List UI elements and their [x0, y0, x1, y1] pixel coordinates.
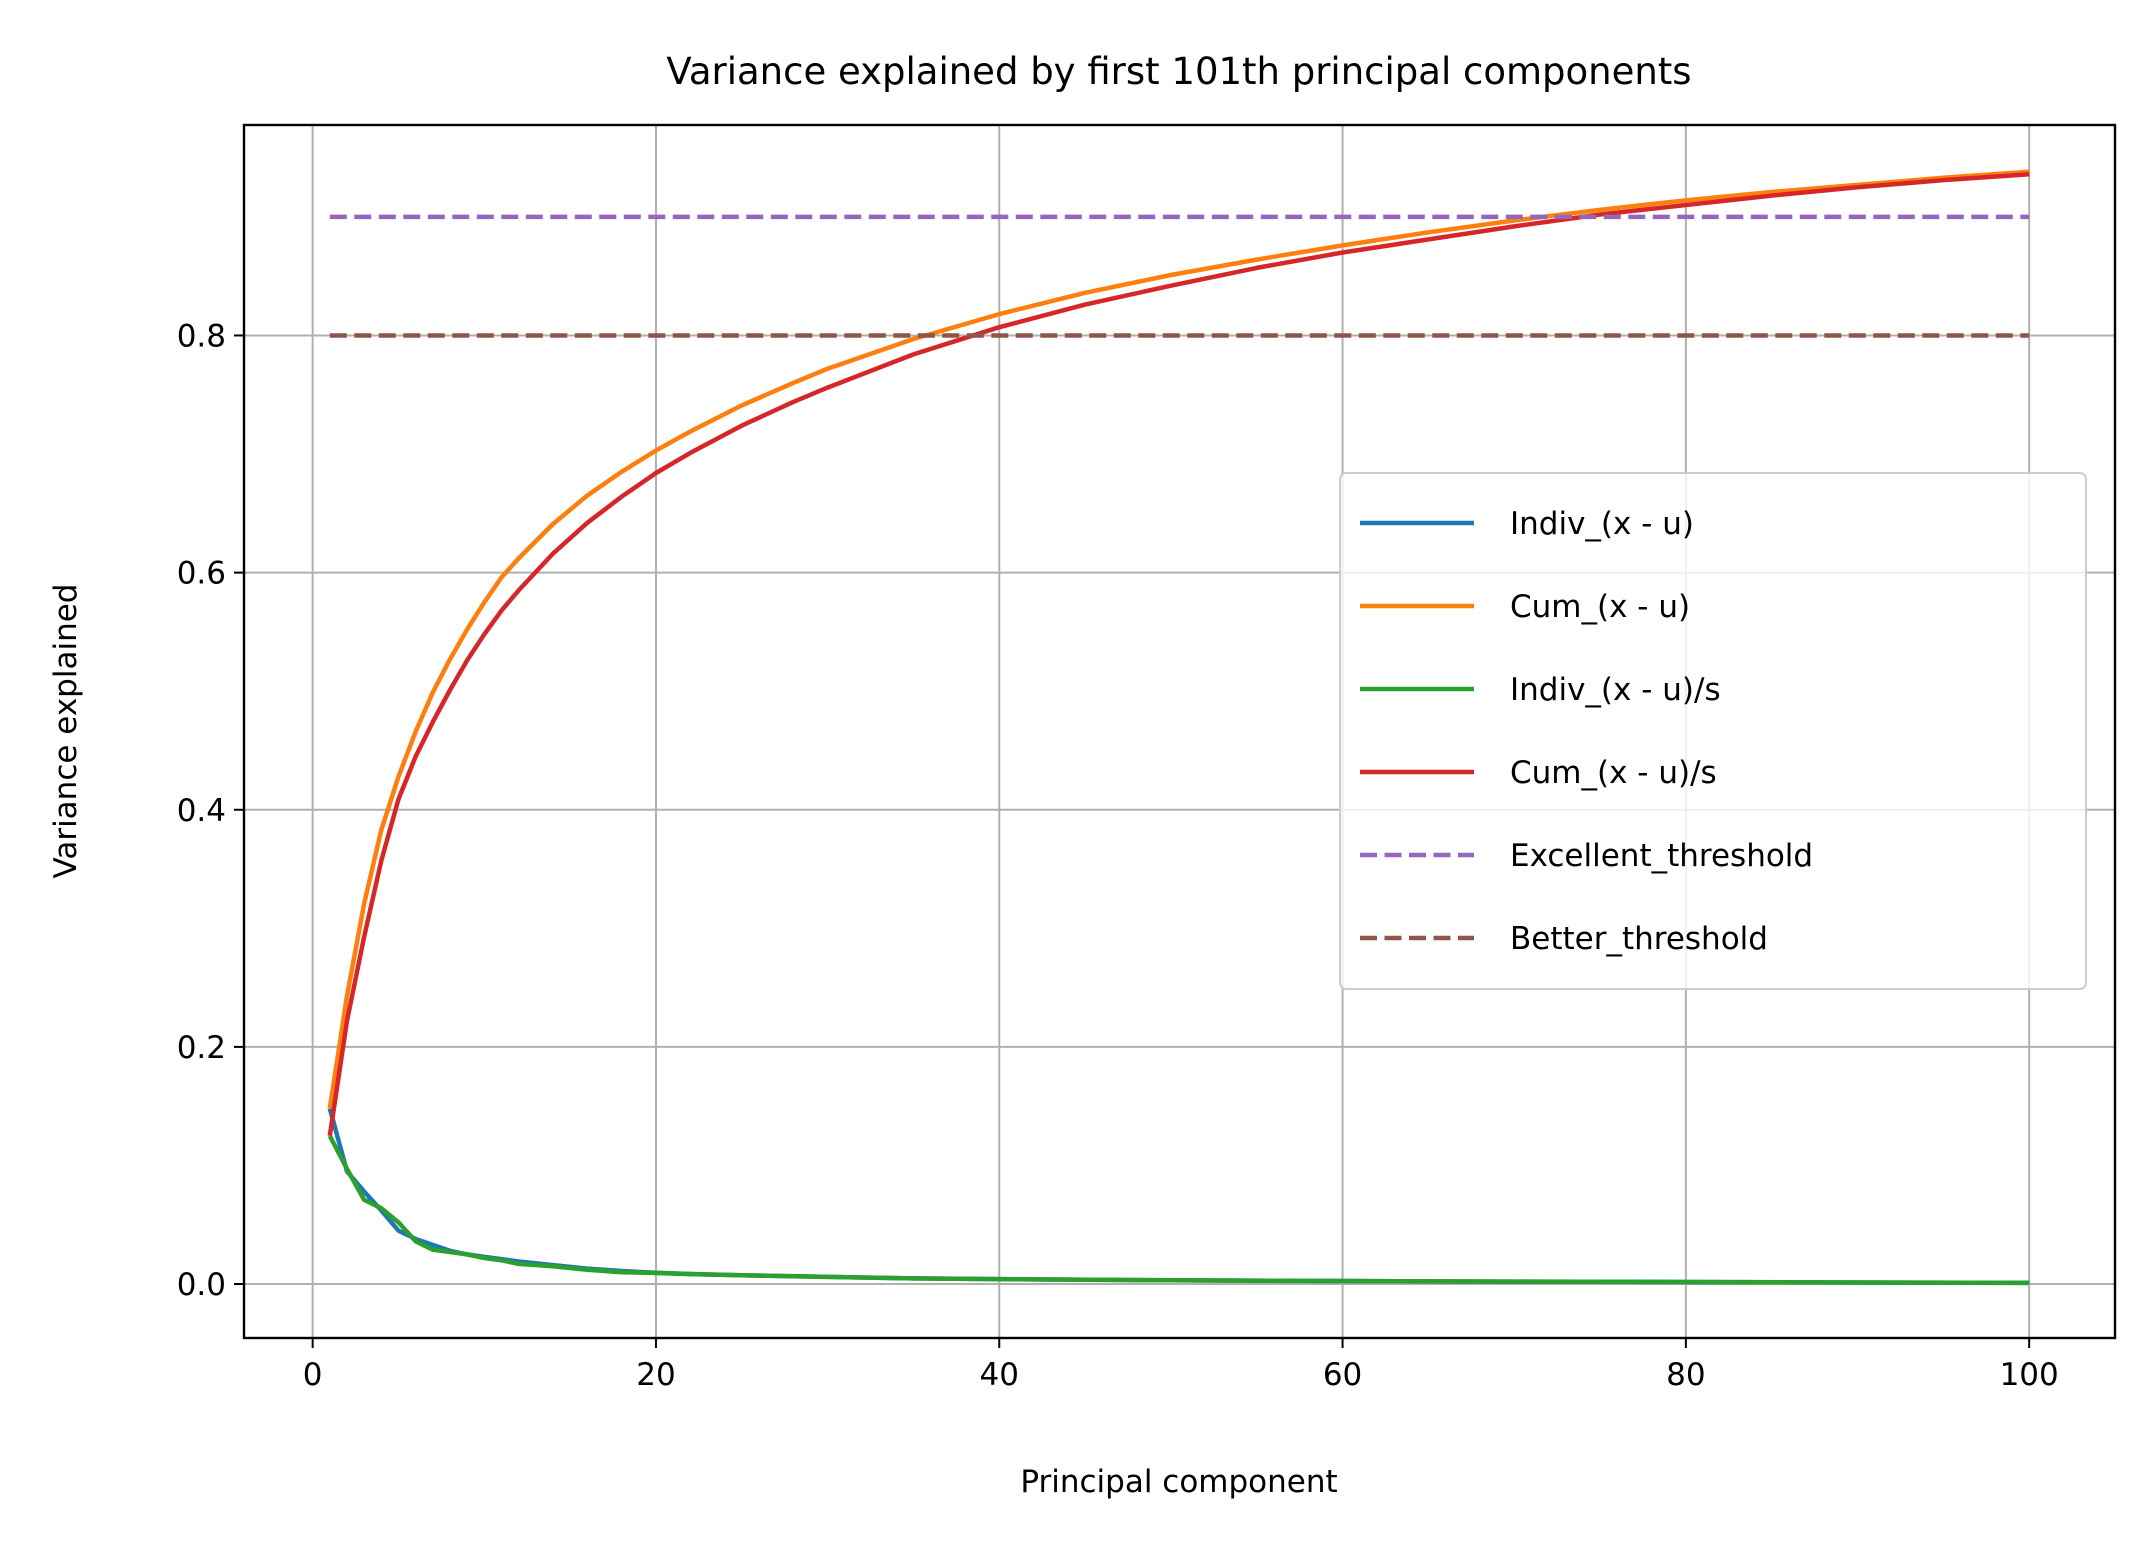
y-tick-label: 0.8 — [177, 318, 226, 354]
y-tick-label: 0.6 — [177, 556, 226, 592]
legend-label-3: Indiv_(x - u)/s — [1510, 672, 1721, 708]
x-tick-label: 20 — [636, 1357, 675, 1393]
x-tick-label: 40 — [980, 1357, 1019, 1393]
legend-label-5: Excellent_threshold — [1510, 838, 1813, 874]
series-line-4 — [327, 171, 2030, 1137]
plot-frame — [242, 123, 2117, 1340]
legend-label-1: Indiv_(x - u) — [1510, 506, 1694, 542]
x-axis-label: Principal component — [1020, 1464, 1337, 1500]
legend-box — [1339, 472, 2087, 990]
legend-label-4: Cum_(x - u)/s — [1510, 755, 1717, 791]
plot-lines — [327, 169, 2030, 1286]
axis-ticks: 0 20 40 60 80 100 0.0 0.2 0.4 0.6 0.8 — [177, 318, 2059, 1393]
x-tick-label: 100 — [2000, 1357, 2059, 1393]
x-tick-label: 80 — [1666, 1357, 1705, 1393]
y-axis-label: Variance explained — [48, 584, 84, 879]
x-tick-label: 60 — [1323, 1357, 1362, 1393]
legend: Indiv_(x - u) Cum_(x - u) Indiv_(x - u)/s C… — [1339, 472, 2087, 990]
chart-title: Variance explained by first 101th princi… — [666, 50, 1691, 93]
y-tick-label: 0.0 — [177, 1267, 226, 1303]
x-tick-label: 0 — [303, 1357, 323, 1393]
y-tick-label: 0.4 — [177, 793, 226, 829]
series-line-3 — [327, 1134, 2030, 1286]
y-tick-label: 0.2 — [177, 1030, 226, 1066]
legend-label-6: Better_threshold — [1510, 921, 1768, 957]
legend-label-2: Cum_(x - u) — [1510, 589, 1690, 625]
